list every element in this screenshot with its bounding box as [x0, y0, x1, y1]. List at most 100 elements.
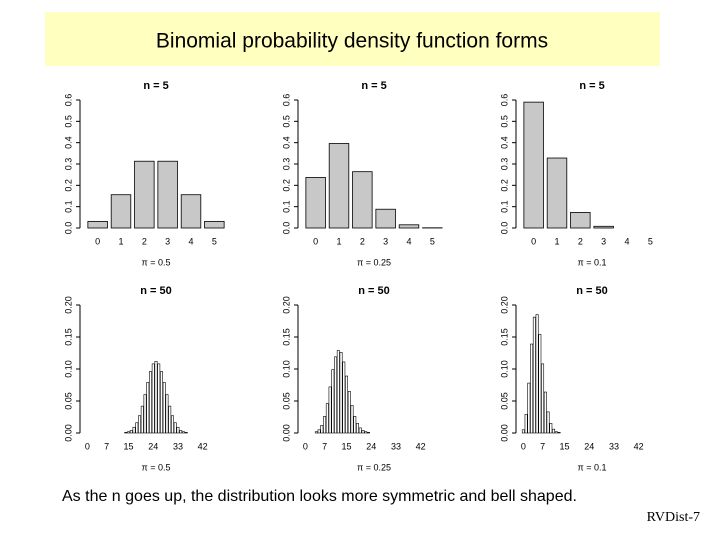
- y-tick-label: 0.1: [281, 200, 291, 213]
- bar: [352, 171, 373, 229]
- bar: [317, 429, 321, 434]
- x-tick-label: 7: [540, 441, 545, 451]
- y-tick-label: 0.05: [63, 392, 73, 410]
- y-tick-label: 0.20: [63, 296, 73, 314]
- bar: [364, 431, 368, 434]
- bar: [549, 423, 553, 434]
- bar: [557, 432, 561, 434]
- y-tick-label: 0.1: [63, 200, 73, 213]
- bar: [521, 429, 525, 434]
- bar: [314, 431, 318, 434]
- x-tick-label: 0: [313, 236, 318, 246]
- panel-title: n = 5: [143, 80, 168, 92]
- y-tick-label: 0.15: [281, 328, 291, 346]
- caption: As the n goes up, the distribution looks…: [62, 488, 577, 505]
- bar: [110, 194, 132, 229]
- panel-title: n = 50: [358, 285, 390, 297]
- bar: [328, 386, 332, 434]
- bar: [524, 414, 528, 434]
- y-tick-label: 0.15: [63, 328, 73, 346]
- bar: [353, 416, 357, 434]
- y-tick-label: 0.0: [63, 222, 73, 235]
- x-tick-label: 15: [342, 441, 352, 451]
- x-tick-label: 5: [212, 236, 217, 246]
- x-tick-label: 24: [366, 441, 376, 451]
- x-tick-label: 7: [322, 441, 327, 451]
- bar: [554, 431, 558, 434]
- y-tick-label: 0.3: [63, 158, 73, 171]
- panel-title: n = 5: [579, 80, 604, 92]
- x-tick-label: 5: [648, 236, 653, 246]
- x-axis-label: π = 0.25: [357, 462, 391, 472]
- bar: [358, 427, 362, 434]
- y-tick-label: 0.4: [499, 136, 509, 149]
- bar: [157, 363, 161, 434]
- bar: [129, 430, 133, 434]
- bar: [546, 157, 568, 229]
- bar: [204, 220, 225, 229]
- bar: [151, 363, 155, 434]
- bar: [134, 160, 155, 229]
- bar: [176, 426, 180, 434]
- bar: [157, 160, 178, 229]
- y-tick-label: 0.1: [499, 200, 509, 213]
- x-tick-label: 15: [124, 441, 134, 451]
- y-tick-label: 0.2: [63, 179, 73, 192]
- y-tick-label: 0.3: [281, 158, 291, 171]
- bar: [541, 363, 545, 434]
- bar: [323, 416, 327, 434]
- x-tick-label: 4: [188, 236, 193, 246]
- bar: [87, 220, 108, 229]
- bar: [165, 394, 169, 434]
- bar: [356, 423, 359, 434]
- x-tick-label: 4: [624, 236, 629, 246]
- y-tick-label: 0.10: [281, 360, 291, 378]
- bar: [336, 350, 340, 434]
- bar: [375, 208, 396, 229]
- bar: [546, 411, 550, 434]
- y-tick-label: 0.5: [499, 115, 509, 128]
- x-tick-label: 0: [531, 236, 536, 246]
- panel-title: n = 50: [140, 285, 172, 297]
- y-tick-label: 0.05: [281, 392, 291, 410]
- bar: [530, 343, 534, 434]
- slide-title: Binomial probability density function fo…: [156, 30, 548, 53]
- x-tick-label: 42: [416, 441, 426, 451]
- y-tick-label: 0.15: [499, 328, 509, 346]
- y-tick-label: 0.5: [281, 115, 291, 128]
- bar: [320, 425, 324, 434]
- footer: RVDist-7: [647, 510, 700, 525]
- bar: [160, 371, 163, 434]
- bar: [146, 382, 150, 434]
- y-tick-label: 0.5: [63, 115, 73, 128]
- bar: [171, 415, 174, 434]
- bar: [149, 371, 152, 434]
- bar: [143, 394, 147, 434]
- x-tick-label: 1: [554, 236, 559, 246]
- x-tick-label: 33: [391, 441, 401, 451]
- bar: [570, 212, 591, 229]
- x-tick-label: 33: [609, 441, 619, 451]
- bar: [361, 430, 365, 434]
- bar: [523, 101, 544, 229]
- bar: [593, 225, 614, 229]
- y-tick-label: 0.20: [281, 296, 291, 314]
- y-tick-label: 0.20: [499, 296, 509, 314]
- x-tick-label: 5: [430, 236, 435, 246]
- x-tick-label: 24: [584, 441, 594, 451]
- y-tick-label: 0.2: [499, 179, 509, 192]
- x-axis-label: π = 0.1: [578, 462, 607, 472]
- y-tick-label: 0.10: [63, 360, 73, 378]
- x-tick-label: 33: [173, 441, 183, 451]
- bar: [162, 382, 166, 434]
- bar: [342, 361, 346, 434]
- x-tick-label: 3: [165, 236, 170, 246]
- bar: [535, 314, 539, 434]
- x-tick-label: 1: [118, 236, 123, 246]
- y-tick-label: 0.4: [63, 136, 73, 149]
- bar: [538, 334, 542, 434]
- bar: [398, 224, 420, 229]
- x-tick-label: 42: [198, 441, 208, 451]
- y-tick-label: 0.6: [63, 94, 73, 107]
